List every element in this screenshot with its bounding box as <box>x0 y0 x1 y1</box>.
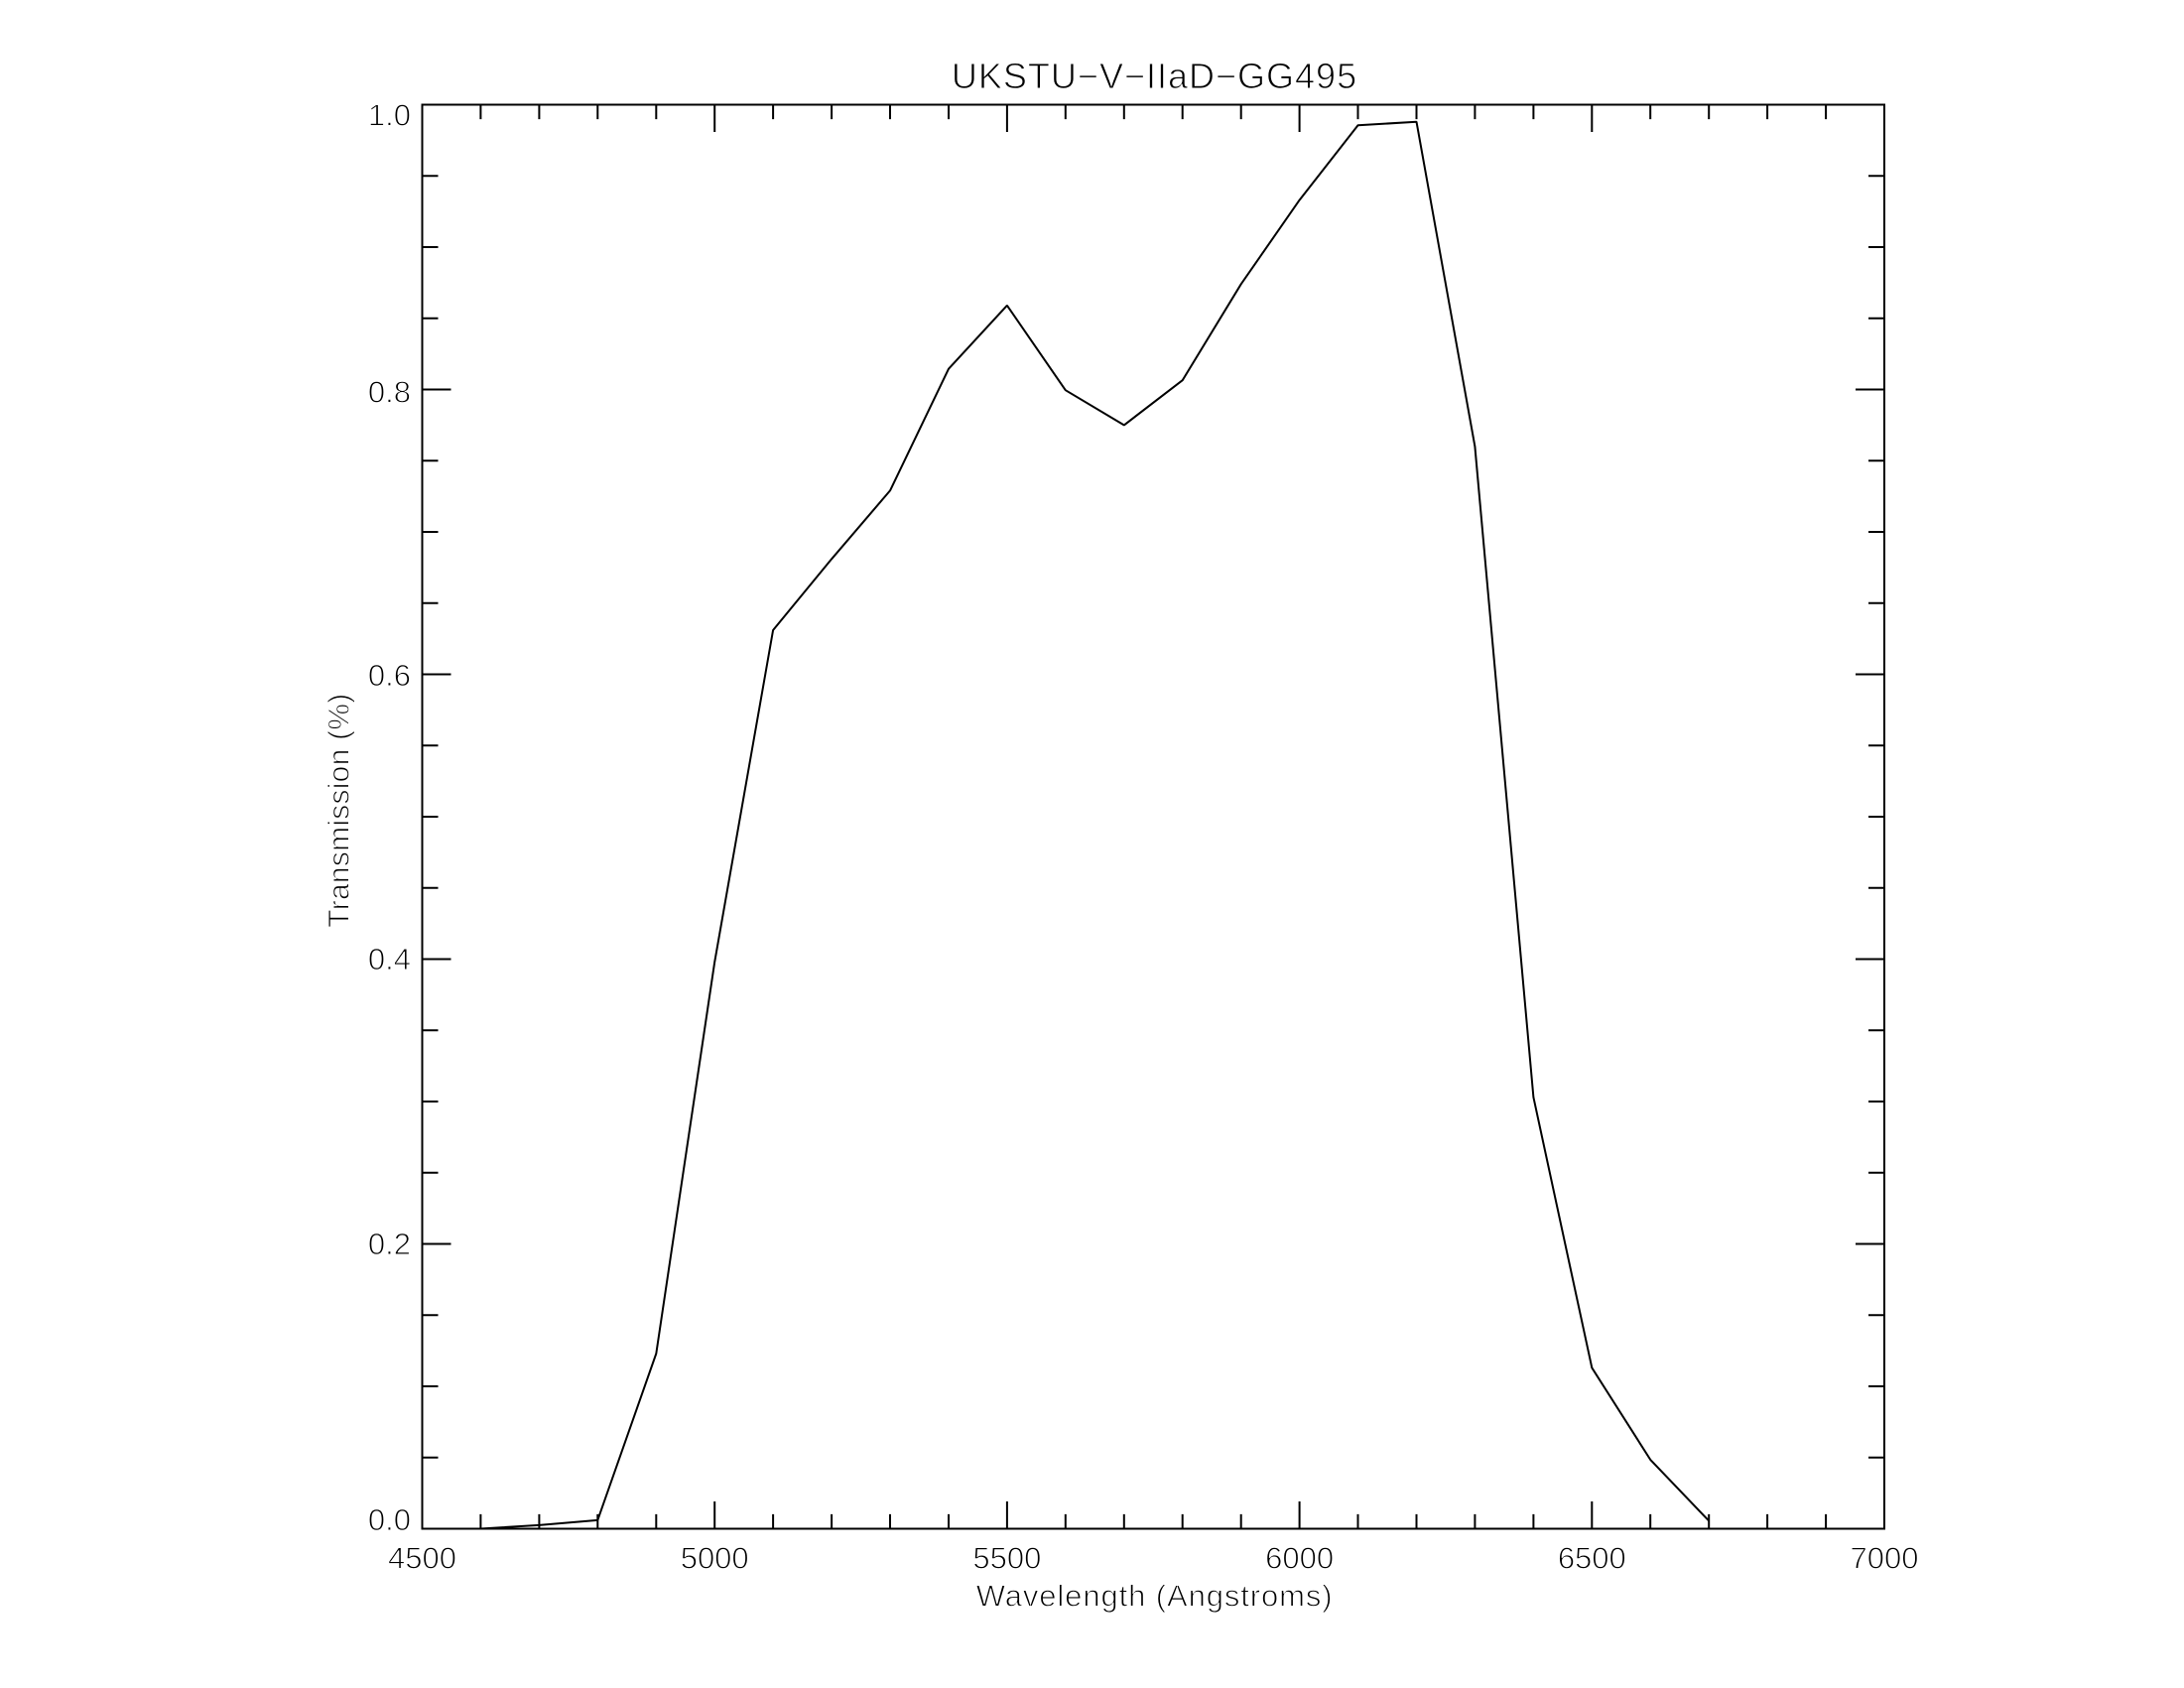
svg-text:4500: 4500 <box>388 1541 456 1576</box>
svg-text:5000: 5000 <box>681 1541 749 1576</box>
svg-text:Wavelength (Angstroms): Wavelength (Angstroms) <box>976 1579 1334 1614</box>
svg-text:0.0: 0.0 <box>368 1502 411 1537</box>
svg-text:5500: 5500 <box>972 1541 1041 1576</box>
svg-text:1.0: 1.0 <box>368 98 411 133</box>
svg-text:0.2: 0.2 <box>368 1227 411 1261</box>
svg-text:0.6: 0.6 <box>368 658 411 693</box>
svg-text:7000: 7000 <box>1851 1541 1919 1576</box>
svg-text:0.8: 0.8 <box>368 374 411 409</box>
svg-text:6000: 6000 <box>1265 1541 1334 1576</box>
svg-text:0.4: 0.4 <box>368 942 411 976</box>
svg-text:6500: 6500 <box>1558 1541 1626 1576</box>
svg-text:UKSTU−V−IIaD−GG495: UKSTU−V−IIaD−GG495 <box>952 56 1357 96</box>
svg-text:Transmission (%): Transmission (%) <box>322 693 355 927</box>
